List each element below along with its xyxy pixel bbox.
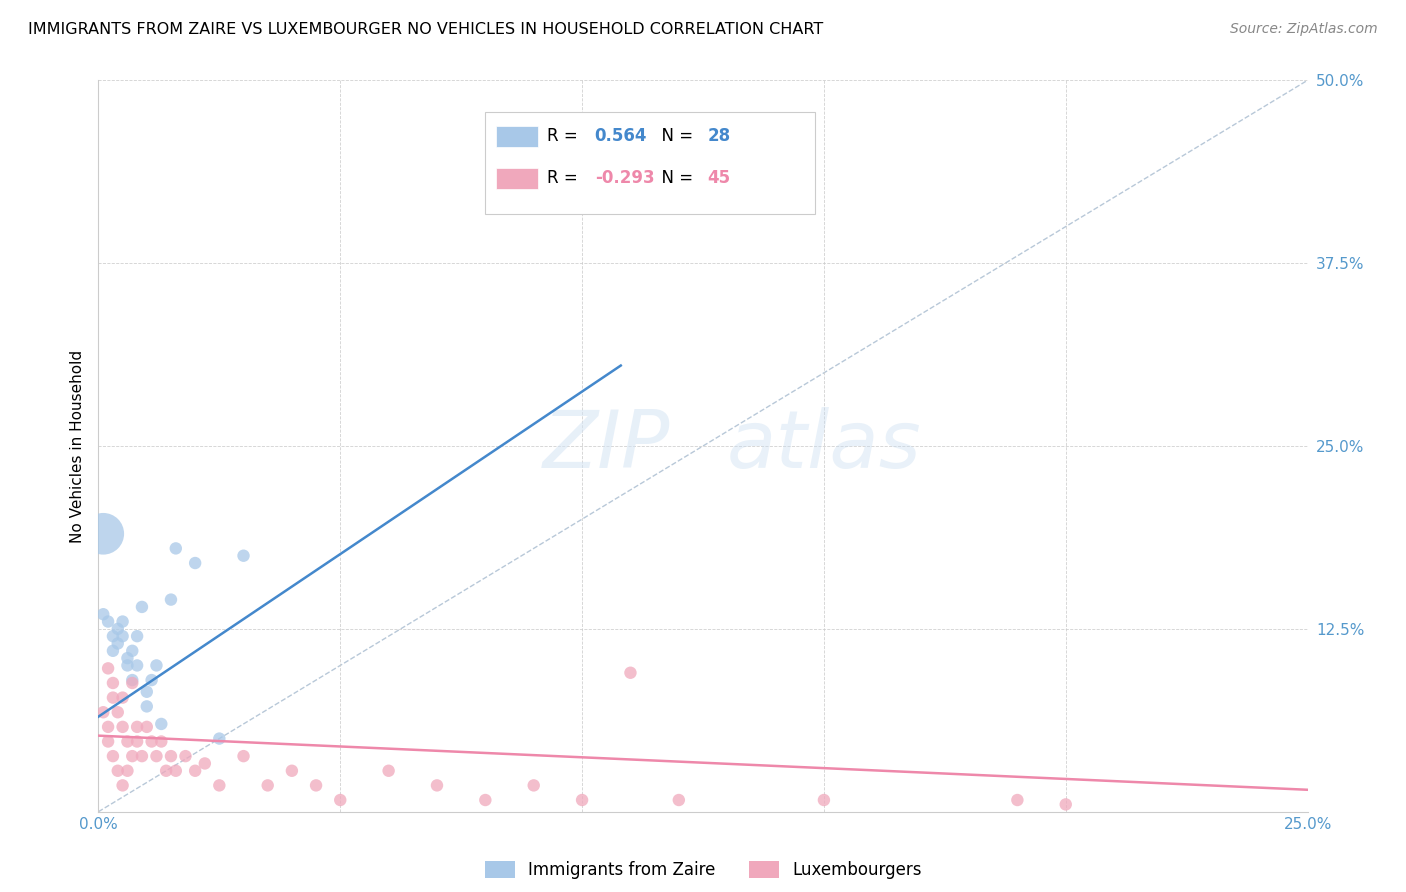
Point bbox=[111, 615, 134, 629]
Point bbox=[101, 629, 124, 643]
Point bbox=[232, 549, 254, 563]
Point bbox=[135, 699, 157, 714]
Point bbox=[155, 764, 177, 778]
Point bbox=[184, 556, 207, 570]
Point bbox=[135, 685, 157, 699]
Point bbox=[121, 644, 143, 658]
Point bbox=[523, 778, 546, 792]
Point bbox=[184, 764, 207, 778]
Point bbox=[107, 622, 129, 636]
Point bbox=[107, 705, 129, 719]
Point bbox=[111, 690, 134, 705]
Point bbox=[117, 658, 139, 673]
Point bbox=[135, 720, 157, 734]
Text: ZIP: ZIP bbox=[543, 407, 669, 485]
Point bbox=[127, 734, 149, 748]
Point bbox=[101, 676, 124, 690]
Point bbox=[232, 749, 254, 764]
Point bbox=[101, 749, 124, 764]
Point bbox=[165, 541, 187, 556]
Point bbox=[668, 793, 690, 807]
Point bbox=[571, 793, 593, 807]
Point bbox=[107, 764, 129, 778]
Point bbox=[127, 629, 149, 643]
Point bbox=[160, 592, 183, 607]
Text: 45: 45 bbox=[707, 169, 730, 187]
Point bbox=[141, 673, 163, 687]
Point bbox=[377, 764, 399, 778]
Point bbox=[256, 778, 278, 792]
Text: N =: N = bbox=[651, 128, 699, 145]
Point bbox=[160, 749, 183, 764]
Point bbox=[208, 731, 231, 746]
Text: R =: R = bbox=[547, 169, 583, 187]
Point bbox=[426, 778, 449, 792]
Point bbox=[474, 793, 496, 807]
Text: R =: R = bbox=[547, 128, 583, 145]
Point bbox=[329, 793, 352, 807]
Point bbox=[97, 720, 120, 734]
Point bbox=[107, 636, 129, 650]
Text: IMMIGRANTS FROM ZAIRE VS LUXEMBOURGER NO VEHICLES IN HOUSEHOLD CORRELATION CHART: IMMIGRANTS FROM ZAIRE VS LUXEMBOURGER NO… bbox=[28, 22, 824, 37]
Point bbox=[97, 734, 120, 748]
Point bbox=[101, 644, 124, 658]
Point bbox=[117, 764, 139, 778]
Text: -0.293: -0.293 bbox=[595, 169, 654, 187]
Point bbox=[145, 749, 167, 764]
Point bbox=[1007, 793, 1029, 807]
Point bbox=[111, 629, 134, 643]
Point bbox=[619, 665, 641, 680]
Point bbox=[305, 778, 328, 792]
Point bbox=[131, 749, 153, 764]
Point bbox=[1054, 797, 1077, 812]
Point bbox=[174, 749, 197, 764]
Point bbox=[619, 176, 641, 190]
Point bbox=[117, 734, 139, 748]
Y-axis label: No Vehicles in Household: No Vehicles in Household bbox=[70, 350, 86, 542]
Point bbox=[91, 607, 114, 622]
Point bbox=[150, 734, 173, 748]
Point bbox=[194, 756, 217, 771]
Point bbox=[208, 778, 231, 792]
Point bbox=[121, 676, 143, 690]
Point bbox=[813, 793, 835, 807]
Point bbox=[111, 778, 134, 792]
Point bbox=[97, 615, 120, 629]
Point bbox=[117, 651, 139, 665]
Point bbox=[111, 720, 134, 734]
Point bbox=[91, 705, 114, 719]
Text: N =: N = bbox=[651, 169, 699, 187]
Point bbox=[131, 599, 153, 614]
Point bbox=[121, 673, 143, 687]
Point bbox=[91, 526, 114, 541]
Point bbox=[281, 764, 304, 778]
Point bbox=[121, 749, 143, 764]
Point bbox=[150, 717, 173, 731]
Point bbox=[101, 690, 124, 705]
Point bbox=[141, 734, 163, 748]
Point bbox=[97, 661, 120, 675]
Legend: Immigrants from Zaire, Luxembourgers: Immigrants from Zaire, Luxembourgers bbox=[477, 853, 929, 888]
Text: 28: 28 bbox=[707, 128, 730, 145]
Point bbox=[127, 720, 149, 734]
Point bbox=[145, 658, 167, 673]
Text: 0.564: 0.564 bbox=[595, 128, 647, 145]
Text: Source: ZipAtlas.com: Source: ZipAtlas.com bbox=[1230, 22, 1378, 37]
Point bbox=[165, 764, 187, 778]
Text: atlas: atlas bbox=[727, 407, 921, 485]
Point bbox=[127, 658, 149, 673]
